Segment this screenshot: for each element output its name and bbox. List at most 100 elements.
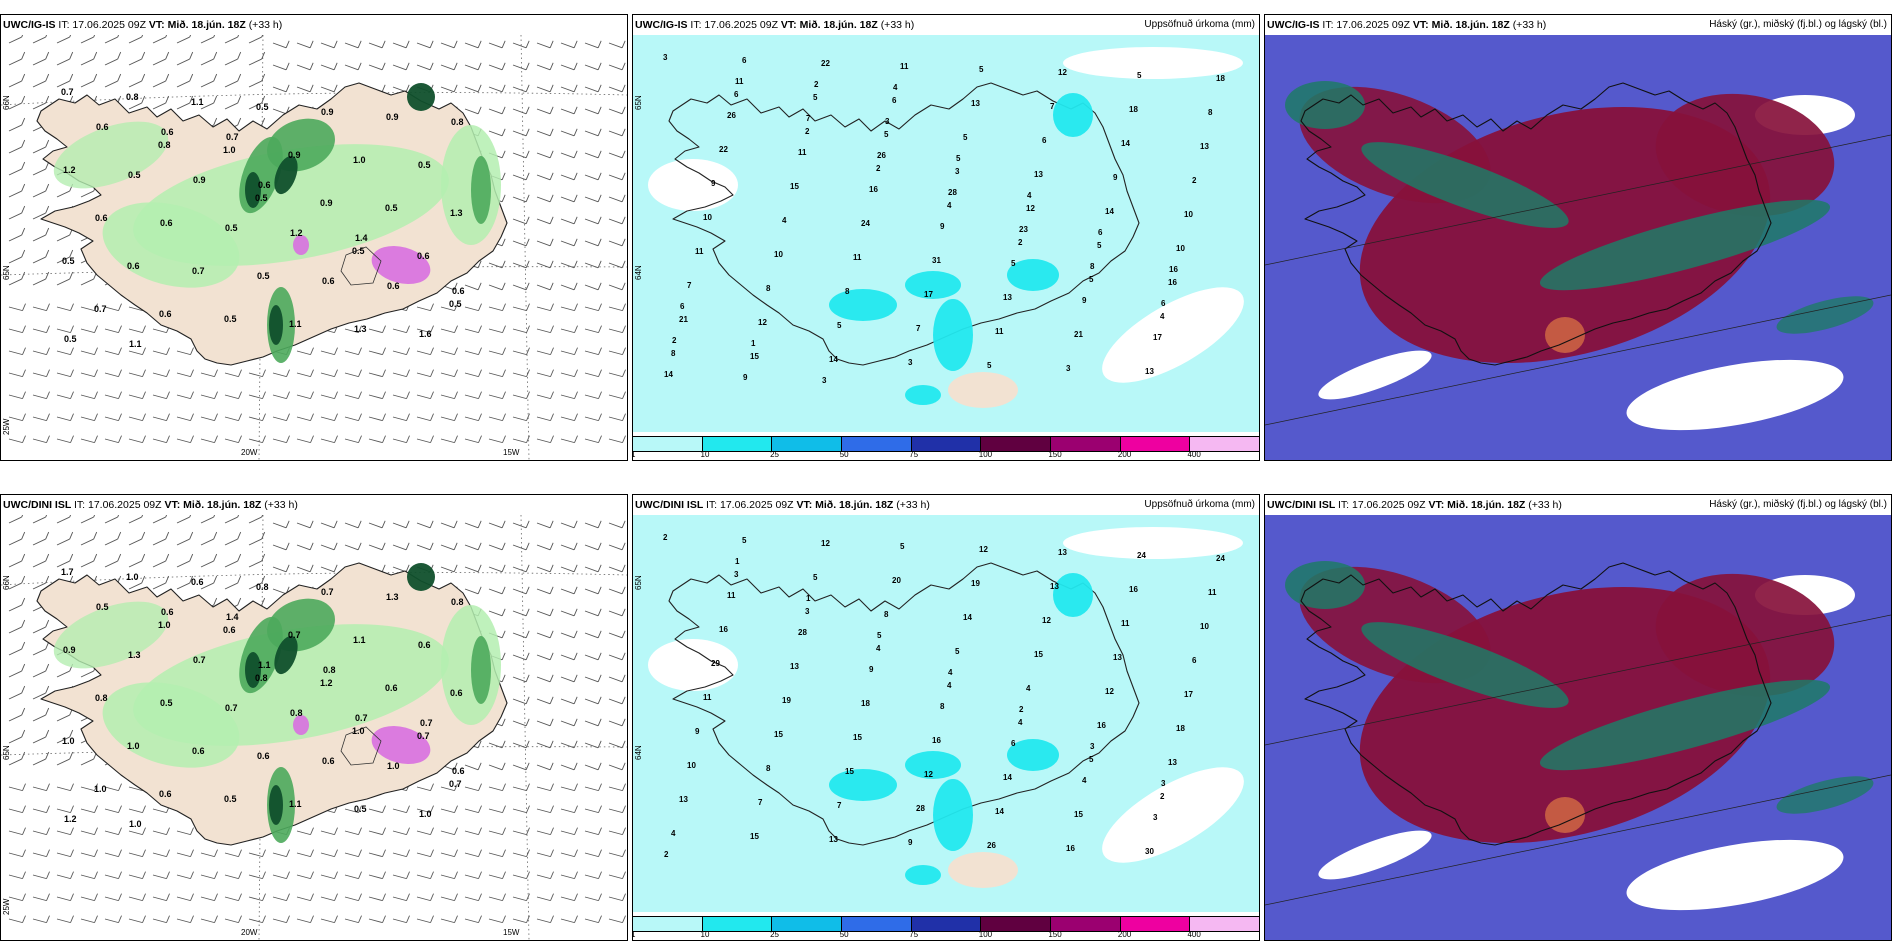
precip-light bbox=[441, 125, 501, 245]
precip-moderate bbox=[267, 598, 335, 652]
colorbar-tick-label: 10 bbox=[700, 450, 710, 459]
precip-value-label: 2 bbox=[1018, 238, 1023, 247]
dry-land-area bbox=[948, 372, 1018, 408]
clear-sky bbox=[1318, 350, 1432, 400]
precip-moderate bbox=[933, 779, 973, 851]
precip-value-label: 21 bbox=[1074, 330, 1083, 339]
high-cloud bbox=[1539, 199, 1831, 291]
precip-value-label: 4 bbox=[1027, 191, 1032, 200]
precip-value-label: 3 bbox=[885, 117, 890, 126]
valid-time: Mið. 18.jún. 18Z bbox=[815, 499, 897, 511]
precip-light bbox=[102, 202, 240, 288]
precip-value-label: 3 bbox=[1066, 364, 1071, 373]
precip-value-label: 11 bbox=[853, 253, 862, 262]
colorbar-tick-label: 10 bbox=[700, 930, 710, 939]
valid-time: Mið. 18.jún. 18Z bbox=[799, 19, 881, 31]
precip-heavy bbox=[269, 785, 283, 825]
precip-value-label: 8 bbox=[766, 764, 771, 773]
colorbar-swatch bbox=[1051, 917, 1121, 931]
precip-value-label: 1.0 bbox=[419, 809, 432, 819]
precip-value-label: 0.5 bbox=[256, 102, 269, 112]
precip-value-label: 13 bbox=[829, 835, 838, 844]
colorbar-swatch bbox=[633, 437, 703, 451]
precip-intense bbox=[371, 245, 431, 285]
precip-moderate bbox=[933, 299, 973, 371]
colorbar-tick-label: 25 bbox=[770, 930, 780, 939]
map-area: 3 6 2 2 4 2 5 4 8 6 5 5 3 12 5 16 21 15 22 6 5 13 14 10 7 12 14 11 1… bbox=[633, 35, 1259, 460]
precip-value-label: 0.5 bbox=[418, 160, 431, 170]
map-canvas bbox=[1265, 35, 1891, 460]
latitude-label: 64N bbox=[634, 745, 643, 760]
precip-value-label: 12 bbox=[979, 545, 988, 554]
precip-value-label: 13 bbox=[1058, 548, 1067, 557]
model-name: UWC/IG-IS bbox=[3, 19, 59, 31]
precip-value-label: 0.6 bbox=[322, 756, 335, 766]
panel-header: UWC/DINI ISL IT: 17.06.2025 09Z VT: Mið.… bbox=[1, 495, 627, 515]
colorbar-swatch bbox=[1120, 917, 1191, 931]
precip-value-label: 10 bbox=[774, 250, 783, 259]
precip-value-label: 15 bbox=[790, 182, 799, 191]
precip-value-label: 3 bbox=[908, 358, 913, 367]
panel-header: UWC/IG-IS IT: 17.06.2025 09Z VT: Mið. 18… bbox=[1, 15, 627, 35]
colorbar-tick-label: 150 bbox=[1048, 930, 1062, 939]
colorbar-tick-label: 200 bbox=[1117, 930, 1132, 939]
precip-value-label: 18 bbox=[861, 699, 870, 708]
precip-value-label: 6 bbox=[1042, 136, 1047, 145]
clear-sky bbox=[1626, 839, 1844, 911]
precip-value-label: 5 bbox=[955, 647, 960, 656]
colorbar-swatch bbox=[1190, 917, 1259, 931]
precip-heavy bbox=[274, 155, 298, 195]
precip-value-label: 5 bbox=[1137, 71, 1142, 80]
high-cloud bbox=[1776, 776, 1874, 814]
precip-value-label: 0.9 bbox=[288, 150, 301, 160]
precip-value-label: 0.6 bbox=[160, 218, 173, 228]
precip-value-label: 1.0 bbox=[129, 819, 142, 829]
panel-field-title: Uppsöfnuð úrkoma (mm) bbox=[1144, 19, 1255, 30]
precip-value-label: 8 bbox=[671, 349, 676, 358]
precip-value-label: 0.5 bbox=[96, 602, 109, 612]
colorbar-swatch bbox=[772, 917, 843, 931]
precip-value-label: 5 bbox=[1089, 275, 1094, 284]
precip-field bbox=[633, 515, 1259, 940]
precip-value-label: 0.8 bbox=[158, 140, 171, 150]
valid-time: Mið. 18.jún. 18Z bbox=[167, 19, 249, 31]
colorbar-swatch bbox=[702, 917, 773, 931]
precip-value-label: 0.5 bbox=[385, 203, 398, 213]
precip-moderate bbox=[267, 118, 335, 172]
precip-value-label: 0.6 bbox=[452, 766, 465, 776]
latitude-label: 65N bbox=[2, 745, 11, 760]
colorbar-tick-label: 100 bbox=[978, 930, 993, 939]
precip-value-label: 1.2 bbox=[64, 814, 77, 824]
iceland-coastline bbox=[668, 82, 1140, 366]
precip-value-label: 5 bbox=[900, 542, 905, 551]
iceland-coastline bbox=[1300, 82, 1772, 366]
precip-value-label: 13 bbox=[679, 795, 688, 804]
longitude-label: 20W bbox=[241, 448, 258, 457]
precip-value-label: 16 bbox=[1066, 844, 1075, 853]
precip-value-label: 4 bbox=[876, 644, 881, 653]
colorbar-swatch bbox=[772, 437, 843, 451]
colorbar-swatch bbox=[1190, 437, 1259, 451]
precip-value-label: 0.7 bbox=[449, 779, 462, 789]
precip-value-label: 0.7 bbox=[420, 718, 433, 728]
precip-value-label: 13 bbox=[1113, 653, 1122, 662]
precip-value-label: 18 bbox=[1216, 74, 1225, 83]
precip-value-label: 12 bbox=[821, 539, 830, 548]
precip-value-label: 0.9 bbox=[63, 645, 76, 655]
precip-value-label: 16 bbox=[1129, 585, 1138, 594]
panel-header: UWC/IG-IS IT: 17.06.2025 09Z VT: Mið. 18… bbox=[633, 15, 1259, 35]
colorbar-tick-label: 400 bbox=[1187, 930, 1201, 939]
precip-value-label: 11 bbox=[727, 591, 736, 600]
precip-value-label: 0.5 bbox=[257, 271, 270, 281]
precip-heavy bbox=[245, 652, 261, 688]
precip-value-label: 11 bbox=[695, 247, 704, 256]
colorbar-swatch bbox=[981, 917, 1052, 931]
precip-value-label: 1 bbox=[735, 557, 740, 566]
map-canvas: 1.7 1.0 0.8 1.0 0.7 1.0 0.6 1.2 0.7 1.0 0.6 0.7 0.6 1… bbox=[1, 515, 627, 940]
colorbar-tick-label: 75 bbox=[909, 450, 919, 459]
precip-heavy bbox=[269, 305, 283, 345]
latitude-label: 66N bbox=[2, 95, 11, 110]
precip-value-label: 5 bbox=[1097, 241, 1102, 250]
precip-value-label: 0.6 bbox=[417, 251, 430, 261]
